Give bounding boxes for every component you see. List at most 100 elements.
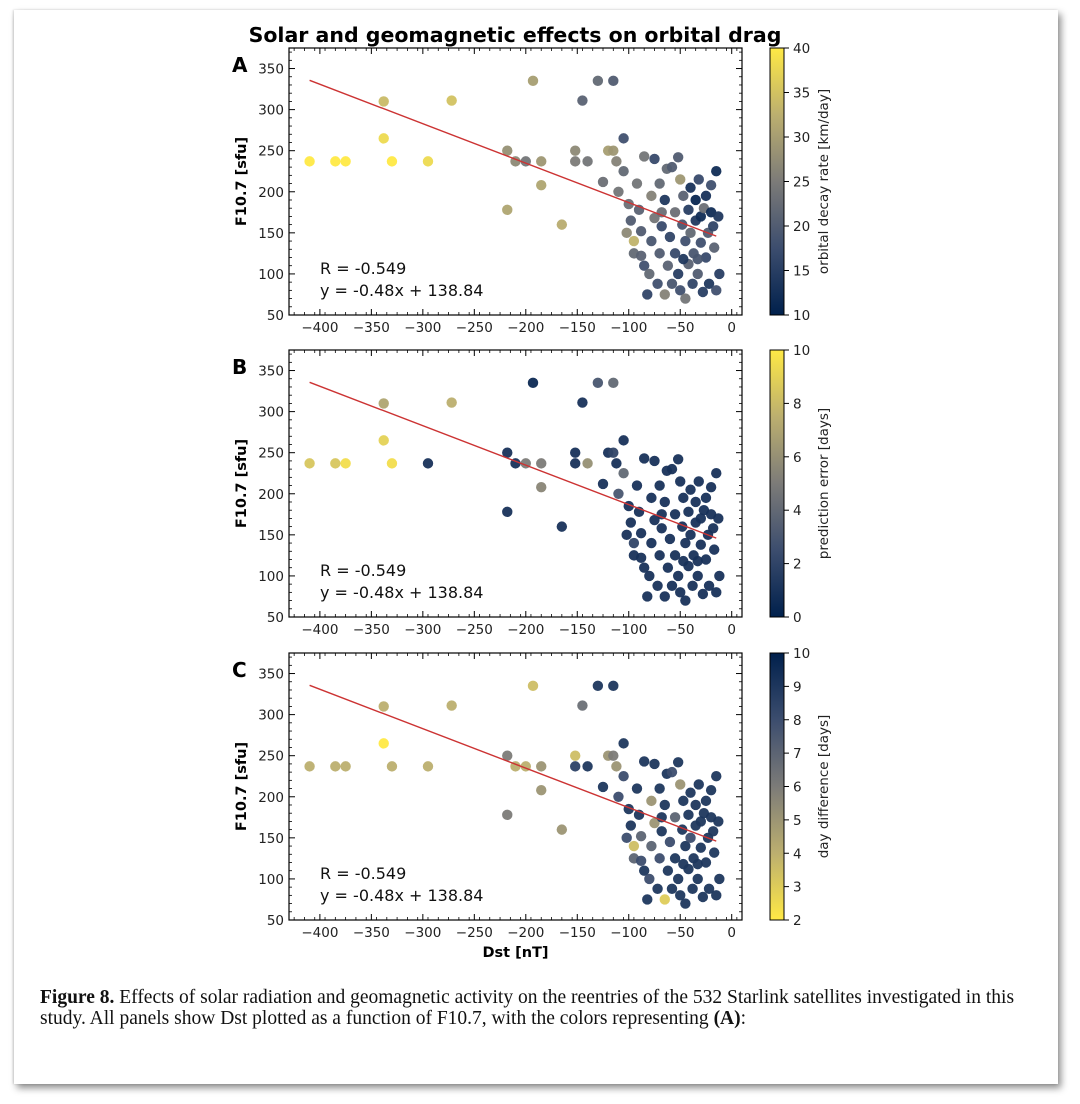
scatter-point (570, 761, 581, 772)
x-tick-label: −350 (353, 320, 390, 336)
scatter-point (687, 278, 698, 289)
scatter-point (618, 771, 629, 782)
scatter-point (536, 458, 547, 469)
scatter-point (644, 570, 655, 582)
x-tick-label: −200 (507, 925, 544, 941)
scatter-point (666, 278, 678, 289)
scatter-point (666, 580, 678, 591)
scatter-point (700, 190, 712, 202)
scatter-point (654, 853, 665, 864)
scatter-point (608, 750, 619, 761)
caption-text: Effects of solar radiation and geomagnet… (40, 987, 1015, 1029)
scatter-point (680, 537, 691, 549)
scatter-point (378, 738, 389, 749)
scatter-point (669, 509, 681, 520)
scatter-point (649, 514, 660, 526)
scatter-point (642, 894, 653, 905)
y-tick-label: 350 (258, 667, 284, 683)
scatter-point (597, 781, 609, 793)
y-tick-label: 200 (258, 790, 284, 806)
scatter-point (711, 587, 722, 598)
plot-frame (288, 652, 743, 921)
scatter-point (692, 570, 703, 582)
scatter-point (646, 190, 657, 202)
y-tick-label: 350 (258, 364, 284, 380)
panel-label: A (232, 53, 248, 77)
scatter-point (664, 231, 676, 243)
y-axis-label: F10.7 [sfu] (234, 742, 250, 831)
colorbar-tick-label: 30 (793, 130, 810, 146)
scatter-point (656, 826, 667, 837)
x-tick-label: 0 (727, 925, 736, 941)
scatter-point (378, 701, 389, 712)
x-tick-label: −400 (301, 622, 338, 638)
scatter-point (680, 595, 691, 606)
scatter-point (666, 161, 678, 173)
y-tick-label: 50 (267, 913, 284, 929)
scatter-point (654, 783, 665, 794)
colorbar (769, 652, 785, 921)
scatter-point (649, 817, 660, 829)
scatter-point (675, 779, 686, 790)
scatter-point (582, 156, 593, 167)
colorbar-label: orbital decay rate [km/day] (816, 89, 832, 274)
scatter-point (635, 250, 647, 262)
scatter-point (625, 517, 637, 528)
scatter-point (659, 289, 670, 300)
scatter-point (621, 227, 632, 239)
y-tick-label: 300 (258, 103, 284, 119)
panel-label: B (232, 355, 247, 379)
scatter-point (613, 791, 624, 802)
scatter-point (700, 795, 712, 807)
scatter-point (649, 758, 660, 770)
scatter-point (577, 700, 588, 711)
scatter-point (652, 278, 663, 289)
scatter-point (649, 212, 660, 224)
scatter-point (656, 523, 667, 534)
scatter-point (695, 513, 707, 524)
scatter-point (608, 447, 619, 458)
scatter-point (709, 544, 720, 555)
colorbar-tick-label: 10 (793, 343, 810, 359)
scatter-point (635, 528, 647, 539)
scatter-point (711, 468, 722, 479)
y-tick-label: 150 (258, 528, 284, 544)
colorbar-tick-label: 10 (793, 646, 810, 662)
colorbar-tick-label: 0 (793, 610, 802, 626)
scatter-point (678, 492, 689, 504)
scatter-point (695, 237, 707, 248)
scatter-point (642, 289, 653, 300)
scatter-point (672, 152, 684, 163)
scatter-point (644, 268, 655, 280)
scatter-point (662, 562, 674, 573)
scatter-point (690, 496, 701, 508)
scatter-point (340, 156, 351, 167)
scatter-point (705, 179, 717, 191)
scatter-point (678, 555, 689, 567)
scatter-point (709, 847, 720, 858)
scatter-point (638, 151, 650, 162)
colorbar-tick-label: 15 (793, 264, 810, 280)
scatter-point (618, 738, 629, 749)
y-tick-label: 300 (258, 708, 284, 724)
scatter-point (693, 779, 704, 790)
scatter-point (697, 588, 709, 600)
scatter-point (705, 784, 717, 796)
scatter-point (378, 435, 389, 446)
scatter-point (618, 435, 629, 446)
scatter-point (654, 178, 665, 189)
x-tick-label: −300 (404, 320, 441, 336)
scatter-point (592, 75, 604, 87)
scatter-point (608, 680, 619, 692)
scatter-point (597, 176, 609, 188)
y-tick-label: 150 (258, 831, 284, 847)
scatter-point (611, 156, 622, 167)
scatter-point (680, 898, 691, 909)
scatter-point (577, 397, 588, 408)
scatter-point (692, 873, 703, 885)
scatter-point (646, 537, 657, 549)
figure-page: Solar and geomagnetic effects on orbital… (14, 10, 1058, 1084)
scatter-point (656, 221, 667, 232)
scatter-point (692, 253, 703, 265)
scatter-point (649, 153, 660, 165)
